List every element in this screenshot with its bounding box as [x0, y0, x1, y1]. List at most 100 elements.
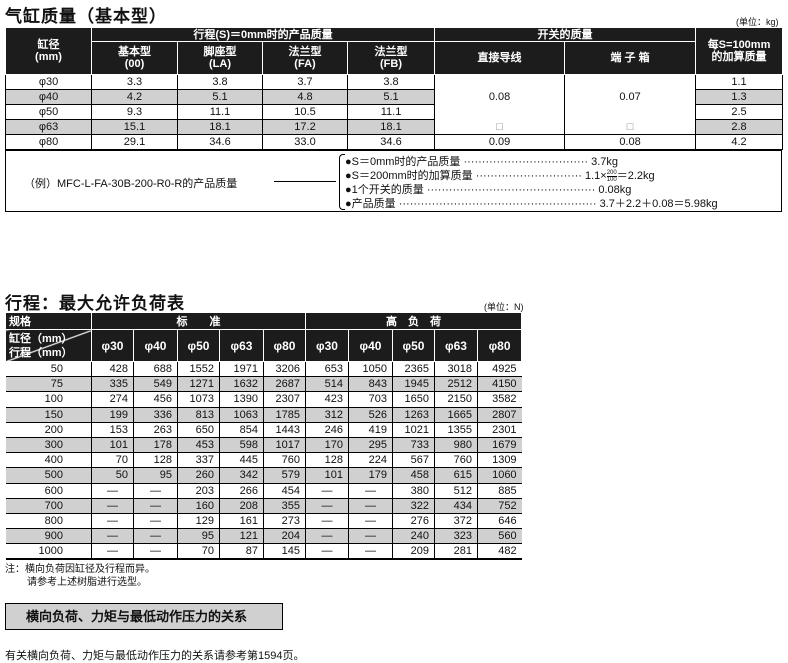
load-cell: 273 [263, 513, 306, 530]
cell: 11.1 [346, 104, 436, 120]
load-cell: 128 [305, 452, 349, 469]
load-cell: 129 [177, 513, 220, 530]
load-cell: 2365 [392, 361, 435, 378]
load-cell: 560 [476, 528, 522, 545]
cell: 4.2 [91, 89, 178, 105]
table-row: 700— —160 208 355— —322 434 752 [5, 498, 522, 514]
table-row: φ50 9.3 11.1 10.5 11.1 2.5 [5, 104, 784, 120]
load-cell: 209 [392, 543, 435, 560]
load-cell: 419 [348, 422, 393, 438]
table-row: φ80 29.1 34.6 33.0 34.6 0.09 0.08 4.2 [5, 134, 784, 150]
cell: 5.1 [177, 89, 263, 105]
load-cell: 854 [219, 422, 264, 438]
bore-cell: φ40 [5, 89, 92, 105]
load-cell: 336 [133, 407, 178, 423]
stroke-cell: 200 [5, 422, 92, 438]
example-line-3: ●1个开关的质量 ·······························… [345, 184, 632, 196]
load-cell: 263 [133, 422, 178, 438]
header-bore-size: φ50 [392, 329, 435, 362]
load-cell: 885 [476, 483, 522, 499]
load-cell: 456 [133, 391, 178, 408]
note-line-2: 请参考上述树脂进行选型。 [27, 577, 147, 588]
cell: 9.3 [91, 104, 178, 120]
stroke-cell: 150 [5, 407, 92, 423]
load-cell: 423 [305, 391, 349, 408]
side-load-link-button[interactable]: 横向负荷、力矩与最低动作压力的关系 [5, 603, 283, 630]
load-cell: 1021 [392, 422, 435, 438]
header-fb: 法兰型 (FB) [346, 41, 436, 75]
load-cell: — [133, 513, 178, 530]
load-cell: 50 [91, 467, 134, 484]
load-cell: 760 [434, 452, 478, 469]
header-switch: 开关的质量 [434, 27, 697, 42]
load-cell: 170 [305, 437, 349, 454]
table-row: 200 153 263 650 854 1443 246 419 1021 1355 2301 [5, 422, 522, 438]
load-table: 规格 标 准 高 负 荷 缸径（mm） 行程（mm） φ30 φ40 φ50 φ63 φ8… [5, 312, 523, 561]
table-row: 900— —95 121 204— —240 323 560 [5, 528, 522, 545]
load-cell: 3582 [476, 391, 522, 408]
load-cell: 4150 [476, 376, 522, 393]
header-bore-size: φ40 [348, 329, 393, 362]
load-cell: 1063 [219, 407, 264, 423]
load-cell: 1665 [434, 407, 478, 423]
load-cell: 2307 [263, 391, 306, 408]
header-stroke: 行程（mm） [9, 346, 73, 359]
load-cell: 980 [434, 437, 478, 454]
load-unit: (单位：N) [484, 302, 524, 312]
load-cell: 526 [348, 407, 393, 423]
cell: 34.6 [177, 134, 263, 150]
cell: 33.0 [262, 134, 348, 150]
load-cell: 335 [91, 376, 134, 393]
load-cell: 653 [305, 361, 349, 378]
table-row: 400 70 128 337 445 760 128 224 567 760 1309 [5, 452, 522, 469]
load-cell: — [133, 528, 178, 545]
load-cell: 337 [177, 452, 220, 469]
bore-cell: φ63 [5, 119, 92, 135]
table-row: 100 274 456 1073 1390 2307 423 703 1650 2150 3582 [5, 391, 522, 408]
load-cell: 549 [133, 376, 178, 393]
load-cell: — [305, 513, 349, 530]
stroke-cell: 100 [5, 391, 92, 408]
load-cell: 3018 [434, 361, 478, 378]
load-cell: 2150 [434, 391, 478, 408]
load-cell: 1785 [263, 407, 306, 423]
load-cell: — [348, 483, 393, 499]
placeholder-mark: □ [564, 119, 697, 135]
load-cell: 514 [305, 376, 349, 393]
load-cell: 703 [348, 391, 393, 408]
stroke-cell: 400 [5, 452, 92, 469]
load-cell: — [133, 483, 178, 499]
load-cell: 322 [392, 498, 435, 514]
example-line-4: ●产品质量 ··································… [345, 198, 718, 210]
load-cell: 843 [348, 376, 393, 393]
load-cell: 752 [476, 498, 522, 514]
table-row: φ63 15.1 18.1 17.2 18.1 □ □ 2.8 [5, 119, 784, 135]
load-cell: — [348, 543, 393, 560]
load-cell: 145 [263, 543, 306, 560]
header-bore: 缸径 (mm) [5, 27, 92, 75]
load-cell: 281 [434, 543, 478, 560]
table-row: 500 50 95 260 342 579 101 179 458 615 1060 [5, 467, 522, 484]
load-cell: 342 [219, 467, 264, 484]
load-cell: 199 [91, 407, 134, 423]
load-cell: 203 [177, 483, 220, 499]
load-cell: 323 [434, 528, 478, 545]
load-cell: — [305, 483, 349, 499]
cell: 10.5 [262, 104, 348, 120]
header-bore-size: φ30 [91, 329, 134, 362]
mass-unit: (单位：kg) [736, 17, 779, 27]
load-cell: 2301 [476, 422, 522, 438]
note-line-1: 注：横向负荷因缸径及行程而异。 [5, 564, 155, 575]
load-cell: 567 [392, 452, 435, 469]
load-cell: 380 [392, 483, 435, 499]
cell: 3.7 [262, 74, 348, 90]
cell: 2.8 [695, 119, 784, 135]
cell: 0.08 [564, 134, 697, 150]
load-cell: — [91, 483, 134, 499]
load-cell: 4925 [476, 361, 522, 378]
load-cell: 312 [305, 407, 349, 423]
load-cell: 70 [177, 543, 220, 560]
load-cell: 355 [263, 498, 306, 514]
load-cell: 2687 [263, 376, 306, 393]
header-stroke0: 行程(S)＝0mm时的产品质量 [90, 27, 436, 42]
